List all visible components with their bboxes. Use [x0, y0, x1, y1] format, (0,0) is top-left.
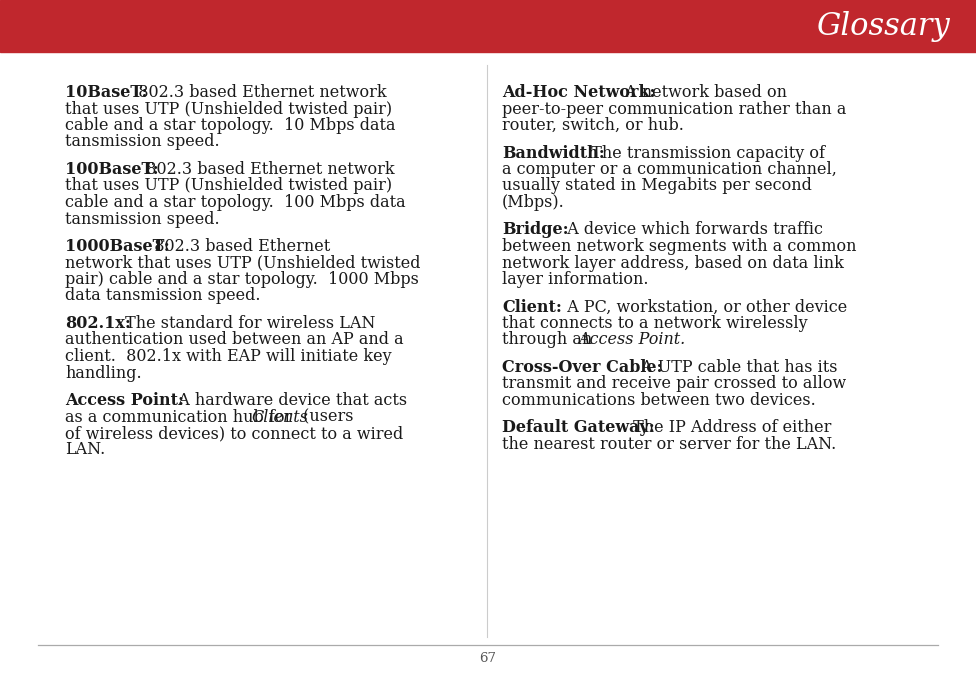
- Text: 67: 67: [479, 653, 497, 666]
- Text: Access Point.: Access Point.: [578, 331, 685, 348]
- Text: between network segments with a common: between network segments with a common: [502, 238, 857, 255]
- Text: pair) cable and a star topology.  1000 Mbps: pair) cable and a star topology. 1000 Mb…: [65, 271, 419, 288]
- Text: that uses UTP (Unshielded twisted pair): that uses UTP (Unshielded twisted pair): [65, 178, 392, 194]
- Text: layer information.: layer information.: [502, 271, 648, 288]
- Text: 802.3 based Ethernet: 802.3 based Ethernet: [144, 238, 330, 255]
- Text: peer-to-peer communication rather than a: peer-to-peer communication rather than a: [502, 101, 846, 117]
- Text: network layer address, based on data link: network layer address, based on data lin…: [502, 254, 844, 271]
- Text: A hardware device that acts: A hardware device that acts: [168, 392, 407, 409]
- Text: router, switch, or hub.: router, switch, or hub.: [502, 117, 684, 134]
- Text: Bandwidth:: Bandwidth:: [502, 144, 605, 161]
- Text: Bridge:: Bridge:: [502, 221, 569, 238]
- Bar: [0, 0, 976, 52]
- Text: usually stated in Megabits per second: usually stated in Megabits per second: [502, 178, 812, 194]
- Text: 802.1x:: 802.1x:: [65, 315, 131, 332]
- Text: communications between two devices.: communications between two devices.: [502, 392, 816, 409]
- Text: that uses UTP (Unshielded twisted pair): that uses UTP (Unshielded twisted pair): [65, 101, 392, 117]
- Text: tansmission speed.: tansmission speed.: [65, 211, 220, 227]
- Text: Glossary: Glossary: [816, 11, 950, 41]
- Text: cable and a star topology.  100 Mbps data: cable and a star topology. 100 Mbps data: [65, 194, 406, 211]
- Text: A network based on: A network based on: [621, 84, 788, 101]
- Text: 1000BaseT:: 1000BaseT:: [65, 238, 170, 255]
- Text: the nearest router or server for the LAN.: the nearest router or server for the LAN…: [502, 436, 836, 453]
- Text: A device which forwards traffic: A device which forwards traffic: [557, 221, 824, 238]
- Text: Default Gateway:: Default Gateway:: [502, 419, 655, 437]
- Text: a computer or a communication channel,: a computer or a communication channel,: [502, 161, 836, 178]
- Text: cable and a star topology.  10 Mbps data: cable and a star topology. 10 Mbps data: [65, 117, 395, 134]
- Text: authentication used between an AP and a: authentication used between an AP and a: [65, 331, 404, 348]
- Text: client.  802.1x with EAP will initiate key: client. 802.1x with EAP will initiate ke…: [65, 348, 391, 365]
- Text: LAN.: LAN.: [65, 441, 105, 458]
- Text: Access Point:: Access Point:: [65, 392, 184, 409]
- Text: that connects to a network wirelessly: that connects to a network wirelessly: [502, 315, 807, 332]
- Text: The IP Address of either: The IP Address of either: [629, 419, 832, 437]
- Text: as a communication hub for: as a communication hub for: [65, 408, 298, 425]
- Text: (users: (users: [298, 408, 353, 425]
- Text: A UTP cable that has its: A UTP cable that has its: [636, 359, 837, 376]
- Text: A PC, workstation, or other device: A PC, workstation, or other device: [557, 298, 847, 315]
- Text: (Mbps).: (Mbps).: [502, 194, 565, 211]
- Text: 802.3 based Ethernet network: 802.3 based Ethernet network: [128, 84, 386, 101]
- Text: The transmission capacity of: The transmission capacity of: [581, 144, 825, 161]
- Text: Clients: Clients: [251, 408, 308, 425]
- Text: 802.3 based Ethernet network: 802.3 based Ethernet network: [136, 161, 394, 178]
- Text: The standard for wireless LAN: The standard for wireless LAN: [120, 315, 376, 332]
- Text: Ad-Hoc Network:: Ad-Hoc Network:: [502, 84, 656, 101]
- Text: of wireless devices) to connect to a wired: of wireless devices) to connect to a wir…: [65, 425, 403, 442]
- Text: through an: through an: [502, 331, 597, 348]
- Text: 10BaseT:: 10BaseT:: [65, 84, 147, 101]
- Text: Cross-Over Cable:: Cross-Over Cable:: [502, 359, 663, 376]
- Text: handling.: handling.: [65, 364, 142, 381]
- Text: transmit and receive pair crossed to allow: transmit and receive pair crossed to all…: [502, 375, 846, 392]
- Text: 100BaseT:: 100BaseT:: [65, 161, 159, 178]
- Text: network that uses UTP (Unshielded twisted: network that uses UTP (Unshielded twiste…: [65, 254, 421, 271]
- Text: tansmission speed.: tansmission speed.: [65, 134, 220, 151]
- Text: data tansmission speed.: data tansmission speed.: [65, 288, 261, 304]
- Text: Client:: Client:: [502, 298, 562, 315]
